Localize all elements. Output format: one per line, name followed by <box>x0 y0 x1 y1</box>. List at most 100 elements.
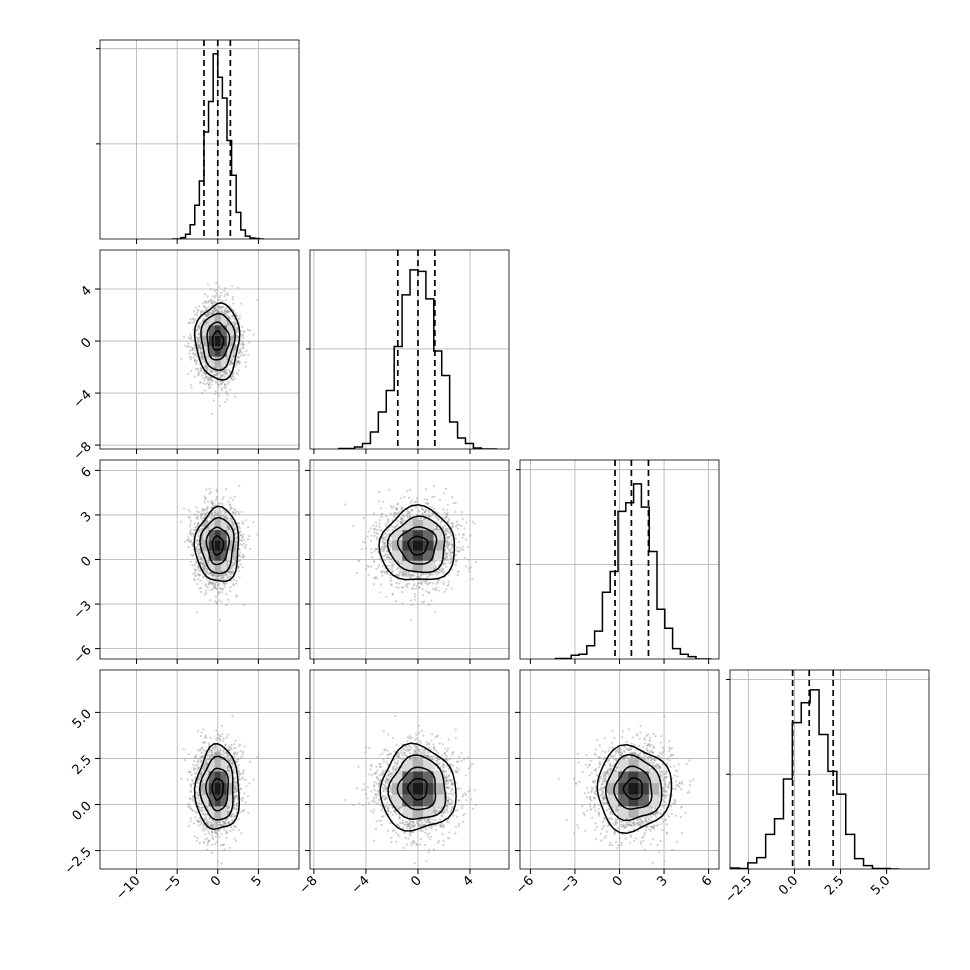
scatter-point <box>199 347 202 350</box>
scatter-point <box>232 309 235 312</box>
scatter-point <box>426 575 429 578</box>
scatter-point <box>244 519 247 522</box>
scatter-point <box>222 305 225 308</box>
scatter-point <box>231 298 234 301</box>
scatter-point <box>224 293 227 296</box>
scatter-point <box>191 346 194 350</box>
scatter-point <box>204 497 207 500</box>
scatter-point <box>433 528 436 531</box>
scatter-point <box>207 583 210 586</box>
scatter-point <box>201 508 205 511</box>
scatter-point <box>192 317 196 320</box>
scatter-point <box>212 301 215 305</box>
scatter-point <box>217 591 221 594</box>
scatter-point <box>400 521 403 524</box>
scatter-point <box>220 309 224 312</box>
scatter-point <box>217 592 220 595</box>
scatter-point <box>435 525 438 528</box>
scatter-point <box>203 509 206 512</box>
density-cell <box>220 550 227 561</box>
scatter-point <box>233 508 236 511</box>
scatter-point <box>234 346 237 349</box>
scatter-point <box>421 512 424 515</box>
scatter-point <box>210 370 213 373</box>
scatter-point <box>227 310 230 313</box>
scatter-point <box>211 581 214 584</box>
scatter-point <box>235 543 238 547</box>
scatter-point <box>197 552 200 556</box>
scatter-point <box>216 513 219 516</box>
scatter-point <box>217 298 220 301</box>
scatter-point <box>407 582 411 585</box>
scatter-point <box>227 322 230 325</box>
scatter-point <box>213 586 216 589</box>
scatter-point <box>228 527 231 530</box>
scatter-point <box>216 310 219 314</box>
scatter-point <box>231 564 235 567</box>
density-cell <box>202 540 209 551</box>
scatter-point <box>197 573 200 576</box>
scatter-point <box>249 329 252 332</box>
scatter-point <box>223 516 226 519</box>
scatter-point <box>211 505 214 508</box>
scatter-point <box>233 546 236 549</box>
scatter-point <box>437 579 440 582</box>
scatter-point <box>365 547 368 550</box>
scatter-point <box>203 372 206 375</box>
scatter-point <box>235 511 238 514</box>
scatter-point <box>375 532 378 535</box>
scatter-point <box>224 371 227 374</box>
scatter-point <box>236 360 239 364</box>
scatter-point <box>206 366 209 369</box>
scatter-point <box>189 539 192 542</box>
scatter-point <box>231 520 234 523</box>
scatter-point <box>215 513 218 517</box>
density-cell <box>208 530 215 541</box>
scatter-point <box>219 381 222 384</box>
panel-contents <box>100 460 299 659</box>
scatter-point <box>199 551 202 554</box>
histogram-step <box>337 269 498 449</box>
scatter-point <box>214 587 218 590</box>
scatter-point <box>199 340 202 343</box>
density-cell <box>208 356 215 367</box>
scatter-point <box>197 543 200 546</box>
scatter-point <box>214 586 217 589</box>
scatter-point <box>191 321 194 324</box>
scatter-point <box>235 328 238 331</box>
scatter-point <box>212 574 215 577</box>
scatter-point <box>193 579 197 582</box>
scatter-point <box>221 576 224 579</box>
scatter-point <box>214 511 217 515</box>
scatter-point <box>197 372 200 375</box>
scatter-point <box>188 352 191 355</box>
scatter-point <box>200 514 203 517</box>
scatter-point <box>202 376 205 380</box>
scatter-point <box>216 512 219 516</box>
density-cell <box>208 550 215 561</box>
scatter-point <box>216 309 220 312</box>
scatter-point <box>203 501 206 504</box>
scatter-point <box>191 544 194 547</box>
scatter-point <box>242 542 246 545</box>
scatter-point <box>396 503 399 506</box>
scatter-point <box>195 328 199 331</box>
scatter-point <box>220 501 223 505</box>
scatter-point <box>445 565 448 568</box>
scatter-point <box>192 309 196 313</box>
scatter-point <box>214 308 217 311</box>
scatter-point <box>199 530 203 533</box>
scatter-point <box>211 502 214 505</box>
scatter-point <box>200 354 204 357</box>
scatter-point <box>205 584 208 588</box>
scatter-point <box>197 565 200 568</box>
scatter-point <box>206 521 209 524</box>
scatter-point <box>192 553 195 556</box>
scatter-point <box>203 371 206 374</box>
scatter-point <box>450 554 453 558</box>
scatter-point <box>229 317 232 321</box>
scatter-point <box>213 373 217 376</box>
scatter-point <box>191 347 195 350</box>
scatter-point <box>204 373 208 376</box>
scatter-point <box>244 546 247 550</box>
